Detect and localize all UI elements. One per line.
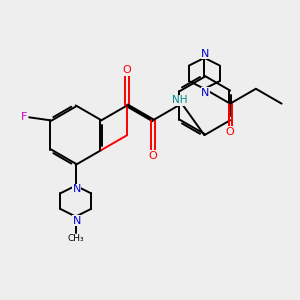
Text: N: N bbox=[201, 88, 209, 98]
Text: CH₃: CH₃ bbox=[68, 234, 84, 243]
Text: N: N bbox=[201, 49, 209, 59]
Text: N: N bbox=[72, 184, 81, 194]
Text: O: O bbox=[148, 151, 157, 161]
Text: O: O bbox=[123, 65, 131, 75]
Text: NH: NH bbox=[172, 95, 188, 105]
Text: O: O bbox=[226, 127, 235, 137]
Text: N: N bbox=[72, 216, 81, 226]
Text: F: F bbox=[21, 112, 27, 122]
